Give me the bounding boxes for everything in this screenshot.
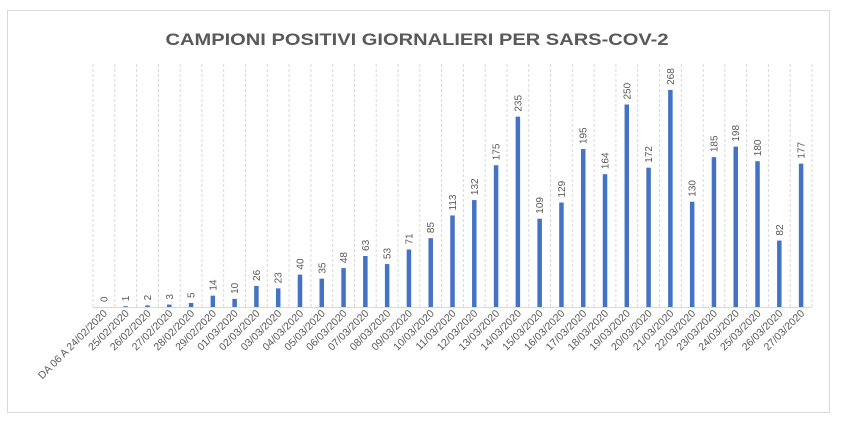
bar	[472, 200, 477, 307]
bar	[711, 157, 717, 307]
data-label: 132	[470, 178, 481, 195]
data-label: 63	[361, 239, 372, 251]
bar	[428, 238, 433, 307]
data-label: 172	[644, 146, 655, 163]
data-label: 82	[775, 224, 786, 236]
bar	[580, 149, 586, 307]
data-label: 71	[404, 233, 415, 245]
vertical-gridlines	[92, 64, 813, 307]
bar	[450, 215, 455, 307]
data-label: 1	[121, 295, 132, 301]
bar	[210, 295, 216, 307]
data-label: 198	[731, 124, 742, 141]
data-label: 195	[579, 127, 590, 144]
data-label: 250	[622, 82, 633, 99]
data-label: 175	[492, 143, 503, 160]
bar	[319, 278, 325, 307]
bar	[123, 306, 128, 307]
bar	[755, 161, 760, 307]
data-label: 2	[143, 294, 154, 300]
bar	[602, 174, 608, 307]
bar	[275, 288, 281, 307]
bar	[624, 104, 630, 307]
bar	[646, 167, 651, 307]
bar	[297, 274, 303, 307]
data-label: 185	[709, 135, 720, 152]
data-label: 129	[557, 180, 568, 197]
bar	[167, 304, 172, 307]
bar	[777, 240, 782, 307]
bar	[798, 163, 804, 307]
data-label: 14	[208, 279, 219, 291]
bar	[493, 165, 499, 307]
data-label: 48	[339, 252, 350, 264]
bar	[733, 146, 738, 307]
bar	[515, 116, 521, 308]
data-label: 35	[317, 262, 328, 274]
bar	[384, 264, 390, 307]
data-label: 26	[252, 269, 263, 281]
data-label: 5	[187, 292, 198, 298]
data-label: 130	[688, 180, 699, 197]
bar	[406, 249, 412, 307]
data-label: 10	[230, 282, 241, 294]
bar	[254, 285, 259, 307]
bar	[363, 255, 368, 307]
data-label: 3	[165, 294, 176, 300]
data-label: 164	[601, 152, 612, 169]
data-label: 180	[753, 139, 764, 156]
bar	[537, 218, 542, 307]
data-label: 235	[513, 95, 524, 112]
bar	[341, 268, 346, 307]
data-label: 177	[797, 142, 808, 159]
data-label: 40	[295, 258, 306, 270]
data-label: 113	[448, 194, 459, 210]
data-label: 268	[666, 68, 677, 85]
bar	[232, 298, 237, 307]
data-label: 23	[274, 272, 285, 284]
bar	[689, 201, 695, 307]
data-label: 53	[383, 248, 394, 260]
bar	[559, 202, 564, 307]
bar	[668, 89, 673, 307]
chart-area-border	[7, 10, 830, 413]
bar	[188, 302, 194, 307]
bars	[123, 89, 804, 308]
data-label: 85	[426, 222, 437, 234]
chart-title: CAMPIONI POSITIVI GIORNALIERI PER SARS-C…	[166, 30, 669, 49]
data-label: 0	[99, 296, 110, 302]
data-label: 109	[535, 197, 546, 214]
bar	[145, 305, 150, 307]
